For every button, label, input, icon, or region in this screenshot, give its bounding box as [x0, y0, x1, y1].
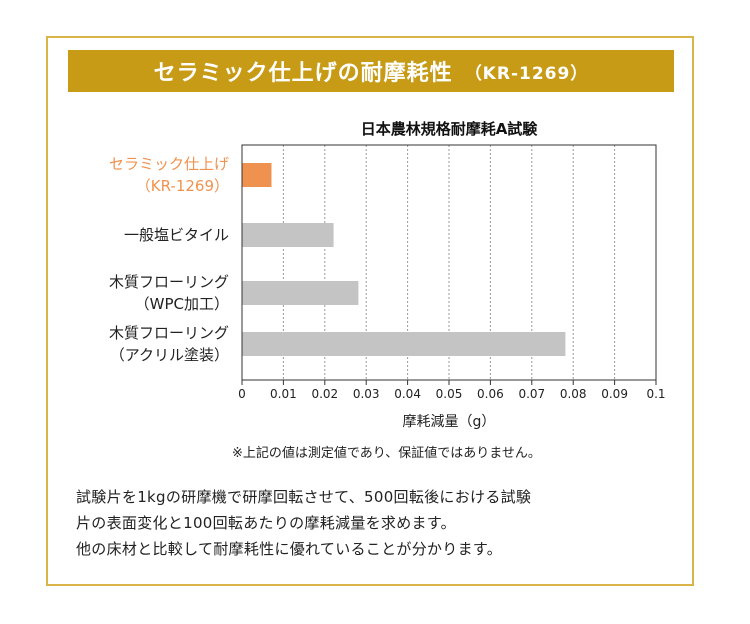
bar: [242, 281, 359, 305]
x-tick-label: 0.01: [270, 387, 297, 401]
content-frame: [46, 36, 694, 586]
description-line: 片の表面変化と100回転あたりの摩耗減量を求めます。: [76, 514, 456, 532]
bar: [242, 223, 334, 247]
category-label: 木質フローリング: [109, 273, 229, 291]
category-label: セラミック仕上げ: [109, 155, 229, 173]
bar: [242, 163, 272, 187]
chart-title: 日本農林規格耐摩耗A試験: [360, 120, 538, 138]
x-tick-label: 0.08: [560, 387, 587, 401]
x-tick-label: 0.06: [477, 387, 504, 401]
x-tick-label: 0.05: [436, 387, 463, 401]
x-axis-label: 摩耗減量（g）: [403, 413, 496, 430]
x-tick-label: 0.03: [353, 387, 380, 401]
x-tick-label: 0.04: [394, 387, 421, 401]
category-label: 一般塩ビタイル: [124, 226, 229, 244]
x-tick-label: 0.09: [601, 387, 628, 401]
x-tick-label: 0.07: [518, 387, 545, 401]
category-label: 木質フローリング: [109, 324, 229, 342]
x-tick-label: 0.02: [311, 387, 338, 401]
description-text: 試験片を1kgの研摩機で研摩回転させて、500回転後における試験 片の表面変化と…: [76, 484, 676, 562]
x-tick-label: 0: [238, 387, 246, 401]
category-label: （アクリル塗装）: [110, 346, 229, 364]
x-tick-label: 0.1: [646, 387, 665, 401]
category-label: （WPC加工）: [135, 295, 229, 313]
title-banner: セラミック仕上げの耐摩耗性 （KR-1269）: [68, 50, 674, 92]
category-label: （KR-1269）: [136, 177, 229, 195]
bar: [242, 332, 566, 356]
banner-title: セラミック仕上げの耐摩耗性: [153, 61, 453, 86]
description-line: 他の床材と比較して耐摩耗性に優れていることが分かります。: [76, 540, 503, 558]
banner-product-code: （KR-1269）: [464, 63, 589, 84]
disclaimer-note: ※上記の値は測定値であり、保証値ではありません。: [232, 446, 541, 461]
description-line: 試験片を1kgの研摩機で研摩回転させて、500回転後における試験: [76, 488, 532, 506]
